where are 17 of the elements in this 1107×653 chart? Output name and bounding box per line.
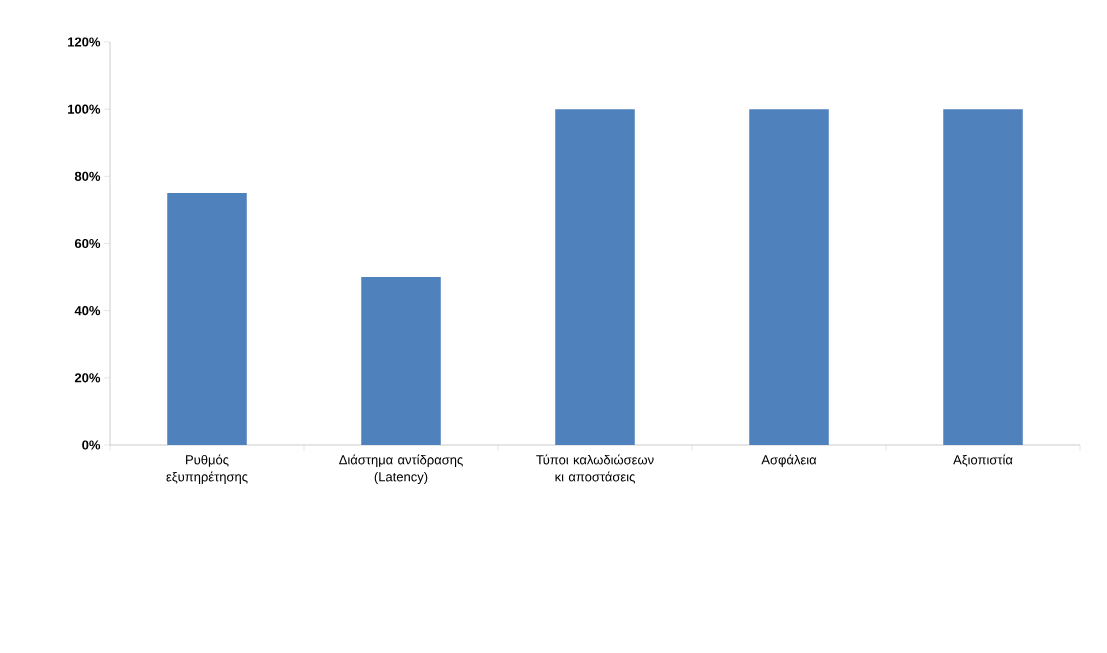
y-tick-label: 40% [74,306,101,316]
x-tick-label: Ασφάλεια [761,454,817,468]
x-tick-label: Αξιοπιστία [953,454,1013,467]
y-tick-label: 120% [68,37,101,47]
x-tick-label: Διάστημα αντίδρασης (Latency) [339,454,463,485]
bar [749,109,829,445]
x-tick-label: Τύποι καλωδιώσεων κι αποστάσεις [536,454,654,484]
bar [555,109,635,445]
bar [943,109,1023,445]
y-tick-label: 100% [68,104,101,114]
bar [361,277,441,445]
y-tick-label: 80% [74,171,101,181]
x-tick-label: Ρυθμός εξυπηρέτησης [166,454,248,485]
y-tick-label: 20% [74,373,101,383]
y-tick-label: 0% [82,440,101,450]
bar [167,193,247,445]
y-tick-label: 60% [74,238,101,249]
